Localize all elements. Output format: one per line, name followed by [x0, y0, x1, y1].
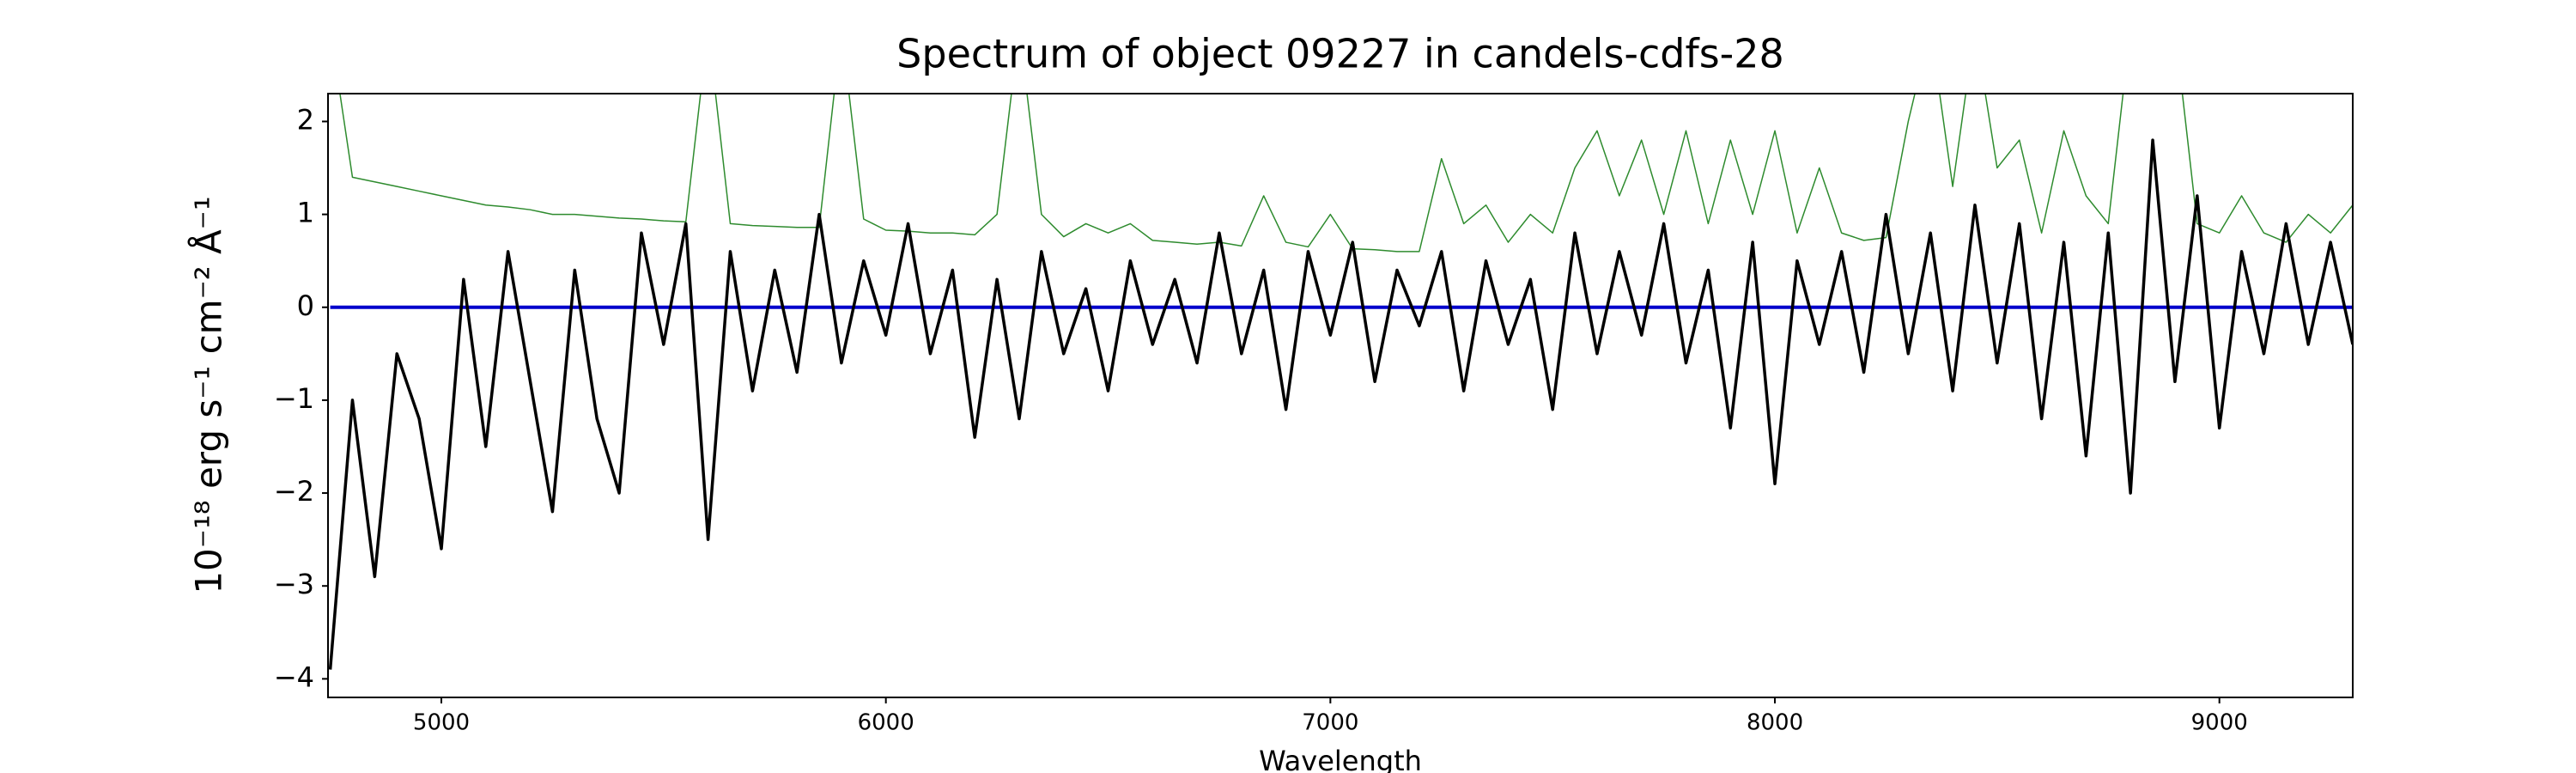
y-tick-label: −1	[274, 382, 314, 415]
y-tick-label: −3	[274, 568, 314, 600]
x-tick-label: 5000	[413, 710, 470, 736]
axes-frame	[327, 93, 2354, 698]
x-tick-label: 6000	[858, 710, 914, 736]
y-tick-label: −4	[274, 660, 314, 693]
x-axis-label: Wavelength	[1259, 745, 1422, 773]
x-tick-label: 8000	[1747, 710, 1803, 736]
y-tick-label: 2	[297, 103, 314, 136]
y-tick-label: 0	[297, 289, 314, 322]
x-tick-label: 7000	[1302, 710, 1358, 736]
x-tick-label: 9000	[2191, 710, 2248, 736]
y-tick-label: 1	[297, 197, 314, 229]
spectrum-line	[339, 94, 2353, 253]
plot-area	[328, 94, 2353, 670]
y-tick-label: −2	[274, 475, 314, 508]
spectrum-line	[328, 138, 2353, 670]
y-axis-label: 10⁻¹⁸ erg s⁻¹ cm⁻² Å⁻¹	[187, 196, 230, 593]
chart-title: Spectrum of object 09227 in candels-cdfs…	[896, 31, 1784, 77]
